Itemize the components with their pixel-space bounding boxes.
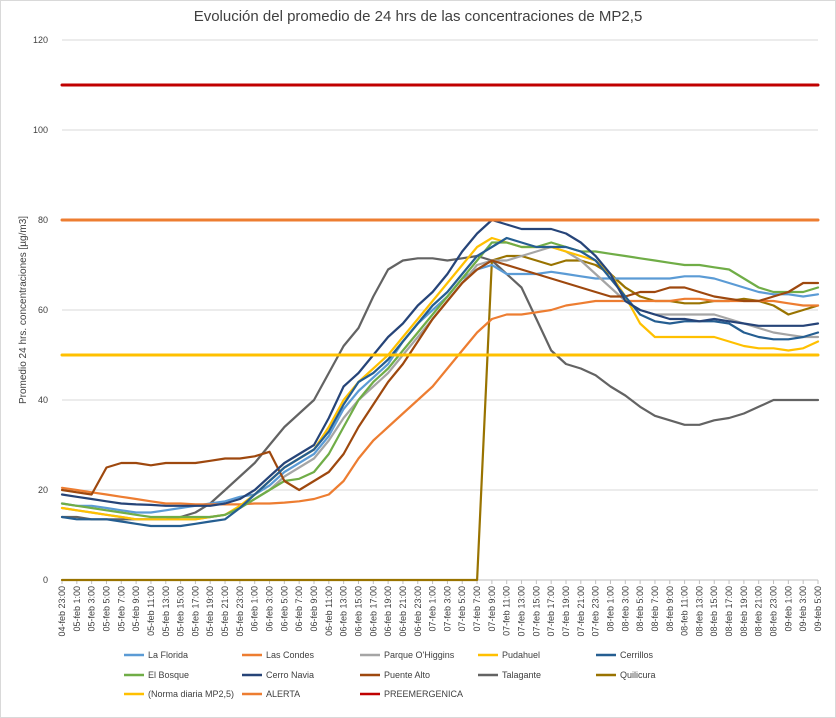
x-tick-label: 08-feb 7:00 (650, 586, 660, 632)
x-tick-label: 06-feb 17:00 (368, 586, 378, 637)
legend-label: Cerrillos (620, 650, 654, 660)
legend-label: Talagante (502, 670, 541, 680)
x-tick-label: 05-feb 3:00 (87, 586, 97, 632)
x-tick-label: 08-feb 9:00 (665, 586, 675, 632)
x-tick-label: 08-feb 23:00 (769, 586, 779, 637)
x-tick-label: 08-feb 21:00 (754, 586, 764, 637)
y-axis-ticks: 0 20 40 60 80 100 120 (33, 35, 48, 585)
x-tick-label: 08-feb 11:00 (680, 586, 690, 636)
x-tick-label: 05-feb 17:00 (190, 586, 200, 637)
series-line (60, 254, 820, 582)
x-tick-label: 06-feb 5:00 (279, 586, 289, 632)
x-tick-label: 06-feb 19:00 (383, 586, 393, 637)
x-tick-label: 06-feb 11:00 (324, 586, 334, 636)
series-line (60, 297, 820, 506)
legend-label: La Florida (148, 650, 188, 660)
legend-label: Pudahuel (502, 650, 540, 660)
x-tick-label: 06-feb 9:00 (309, 586, 319, 632)
x-tick-label: 05-feb 21:00 (220, 586, 230, 637)
series-line (60, 259, 820, 496)
x-tick-label: 07-feb 21:00 (576, 586, 586, 637)
x-tick-label: 06-feb 7:00 (294, 586, 304, 632)
series-line (60, 236, 820, 521)
x-tick-label: 07-feb 23:00 (591, 586, 601, 637)
x-tick-label: 06-feb 21:00 (398, 586, 408, 637)
series-line (60, 241, 820, 519)
x-tick-label: 05-feb 7:00 (116, 586, 126, 632)
legend-label: Cerro Navia (266, 670, 314, 680)
y-axis-label: Promedio 24 hrs. concentraciones [µg/m3] (18, 216, 29, 404)
x-tick-label: 05-feb 15:00 (176, 586, 186, 637)
x-tick-label: 07-feb 7:00 (472, 586, 482, 632)
y-tick-label: 40 (38, 395, 48, 405)
legend-label: Las Condes (266, 650, 315, 660)
x-tick-label: 05-feb 23:00 (235, 586, 245, 637)
x-tick-label: 07-feb 19:00 (561, 586, 571, 637)
x-tick-label: 06-feb 3:00 (265, 586, 275, 632)
y-tick-label: 60 (38, 305, 48, 315)
x-tick-label: 09-feb 5:00 (813, 586, 823, 632)
x-tick-label: 08-feb 1:00 (605, 586, 615, 632)
legend-label: El Bosque (148, 670, 189, 680)
x-tick-label: 09-feb 3:00 (798, 586, 808, 632)
x-axis-ticks: 04-feb 23:00 05-feb 1:00 05-feb 3:00 05-feb… (57, 580, 823, 637)
x-tick-label: 07-feb 5:00 (457, 586, 467, 632)
legend-label: Parque O'Higgins (384, 650, 455, 660)
legend-label: (Norma diaria MP2,5) (148, 689, 234, 699)
series-line (60, 254, 820, 521)
x-tick-label: 06-feb 1:00 (250, 586, 260, 632)
y-tick-label: 100 (33, 125, 48, 135)
x-tick-label: 05-feb 9:00 (131, 586, 141, 632)
x-tick-label: 05-feb 13:00 (161, 586, 171, 637)
x-tick-label: 09-feb 1:00 (783, 586, 793, 632)
x-tick-label: 05-feb 11:00 (146, 586, 156, 636)
x-tick-label: 08-feb 5:00 (635, 586, 645, 632)
x-tick-label: 08-feb 3:00 (620, 586, 630, 632)
x-tick-label: 05-feb 1:00 (72, 586, 82, 632)
x-tick-label: 06-feb 15:00 (353, 586, 363, 637)
series-lines (60, 83, 820, 582)
x-tick-label: 08-feb 17:00 (724, 586, 734, 637)
y-tick-label: 120 (33, 35, 48, 45)
x-tick-label: 05-feb 5:00 (101, 586, 111, 632)
series-line (60, 236, 820, 528)
x-tick-label: 07-feb 13:00 (517, 586, 527, 637)
y-tick-label: 20 (38, 485, 48, 495)
x-tick-label: 08-feb 13:00 (694, 586, 704, 637)
x-tick-label: 04-feb 23:00 (57, 586, 67, 637)
x-tick-label: 06-feb 23:00 (413, 586, 423, 637)
x-tick-label: 08-feb 19:00 (739, 586, 749, 637)
y-tick-label: 0 (43, 575, 48, 585)
x-tick-label: 07-feb 15:00 (531, 586, 541, 637)
legend-label: ALERTA (266, 689, 300, 699)
legend-label: Quilicura (620, 670, 656, 680)
x-tick-label: 07-feb 9:00 (487, 586, 497, 632)
x-tick-label: 08-feb 15:00 (709, 586, 719, 637)
x-tick-label: 07-feb 17:00 (546, 586, 556, 637)
legend-label: PREEMERGENICA (384, 689, 463, 699)
x-tick-label: 06-feb 13:00 (339, 586, 349, 637)
x-tick-label: 07-feb 3:00 (442, 586, 452, 632)
x-tick-label: 05-feb 19:00 (205, 586, 215, 637)
x-tick-label: 07-feb 1:00 (428, 586, 438, 632)
legend: La Florida Las Condes Parque O'Higgins Puda… (124, 650, 656, 699)
y-tick-label: 80 (38, 215, 48, 225)
x-tick-label: 07-feb 11:00 (502, 586, 512, 636)
series-line (60, 218, 820, 507)
chart-title: Evolución del promedio de 24 hrs de las … (194, 8, 643, 25)
legend-label: Puente Alto (384, 670, 430, 680)
